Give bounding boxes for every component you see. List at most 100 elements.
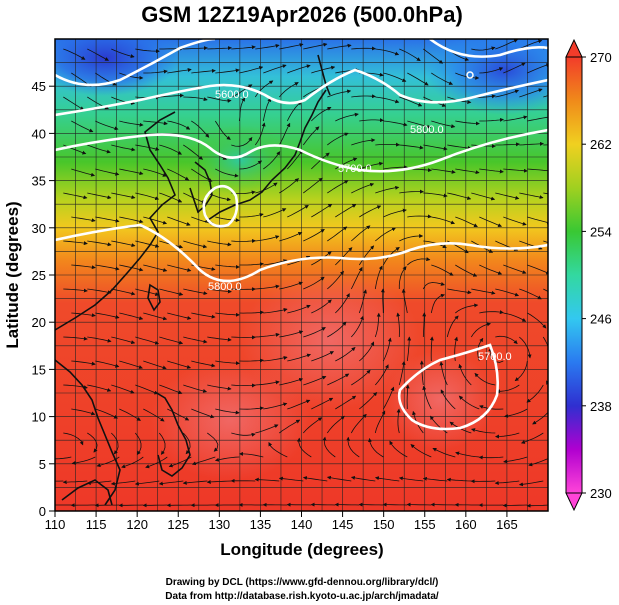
streamline	[191, 408, 215, 419]
streamline	[302, 476, 328, 482]
contour-5500	[55, 39, 216, 87]
streamline	[407, 214, 432, 219]
streamline	[63, 96, 85, 111]
streamline	[335, 247, 353, 266]
contour-label-5700-east: 5700.0	[478, 351, 512, 363]
streamline	[455, 216, 478, 227]
coastline-korea	[189, 161, 213, 214]
streamline	[215, 312, 240, 317]
coastline-sakhalin	[317, 54, 331, 96]
coastline-china	[55, 111, 176, 331]
streamline	[71, 264, 96, 270]
streamline	[447, 192, 472, 200]
streamline	[519, 336, 532, 359]
streamline	[471, 428, 496, 434]
streamline	[95, 408, 118, 419]
streamline	[167, 216, 191, 226]
streamline	[191, 120, 210, 138]
streamline	[255, 380, 280, 386]
credit-drawing: Drawing by DCL (https://www.gfd-dennou.o…	[166, 577, 439, 588]
streamline	[145, 456, 168, 469]
streamline	[311, 152, 330, 170]
map-plot: 5600.0 5800.0 5700.0 5800.0 5700.0	[55, 39, 548, 511]
streamline	[479, 310, 504, 315]
streamline	[527, 115, 548, 122]
streamline	[327, 373, 350, 386]
x-tick-label: 115	[86, 517, 107, 532]
streamline	[335, 112, 359, 122]
y-axis-ticks: 0 5 10 15 20 25 30 35 40 45	[32, 79, 55, 519]
streamline	[350, 266, 363, 290]
streamline	[279, 178, 300, 194]
streamline	[263, 64, 287, 74]
x-tick-label: 150	[373, 517, 395, 532]
contour-labels: 5600.0 5800.0 5700.0 5800.0 5700.0	[208, 89, 512, 363]
streamline	[518, 480, 544, 487]
streamline	[71, 360, 96, 366]
streamline	[63, 384, 88, 390]
streamline	[135, 48, 160, 54]
streamline	[327, 180, 349, 194]
streamline	[63, 240, 88, 246]
streamline	[111, 336, 136, 345]
streamline	[383, 72, 407, 82]
streamline	[495, 432, 520, 439]
streamline	[95, 168, 120, 176]
streamline	[359, 205, 382, 218]
streamline	[351, 369, 371, 386]
streamline	[374, 476, 400, 482]
streamline	[431, 120, 456, 129]
streamline	[63, 48, 86, 60]
streamline	[214, 120, 231, 140]
streamline	[279, 419, 301, 434]
streamline	[429, 336, 434, 362]
streamline	[527, 63, 548, 74]
streamline	[121, 456, 144, 469]
coastline-taiwan	[147, 283, 161, 312]
streamline	[279, 377, 304, 386]
y-axis-title: Latitude (degrees)	[3, 201, 22, 348]
streamline	[368, 437, 384, 458]
contour-5700-low	[202, 184, 239, 228]
streamline	[346, 436, 360, 458]
y-tick-label: 30	[32, 221, 46, 236]
streamline	[543, 288, 548, 292]
streamline	[287, 64, 311, 74]
streamline	[167, 360, 192, 369]
streamline	[143, 168, 167, 177]
streamline	[503, 62, 526, 74]
streamline	[399, 96, 423, 107]
streamline	[191, 312, 216, 319]
streamline	[398, 266, 407, 289]
streamline	[389, 440, 408, 458]
streamline	[263, 151, 281, 170]
x-tick-label: 125	[167, 517, 189, 532]
streamline	[263, 259, 288, 266]
streamline	[87, 144, 111, 154]
streamline	[111, 432, 119, 455]
streamline	[183, 432, 191, 455]
streamline	[231, 335, 256, 340]
streamline	[396, 312, 401, 338]
streamline	[479, 168, 504, 174]
streamline	[311, 351, 334, 362]
streamline	[183, 144, 204, 160]
streamline	[279, 42, 304, 50]
streamline	[111, 192, 136, 200]
streamline	[399, 189, 424, 194]
contour-label-5800-north: 5800.0	[410, 124, 444, 136]
streamline	[191, 456, 216, 466]
streamline	[311, 106, 332, 122]
streamline	[255, 424, 279, 434]
streamline	[326, 415, 345, 434]
streamline	[351, 182, 375, 194]
streamline	[63, 288, 88, 293]
streamline	[207, 96, 232, 103]
streamline	[239, 65, 264, 74]
streamline	[474, 372, 496, 386]
streamline	[119, 264, 144, 272]
coastline-philippines	[154, 391, 191, 477]
streamline	[430, 415, 448, 434]
streamline	[423, 192, 448, 198]
streamline	[351, 46, 376, 51]
